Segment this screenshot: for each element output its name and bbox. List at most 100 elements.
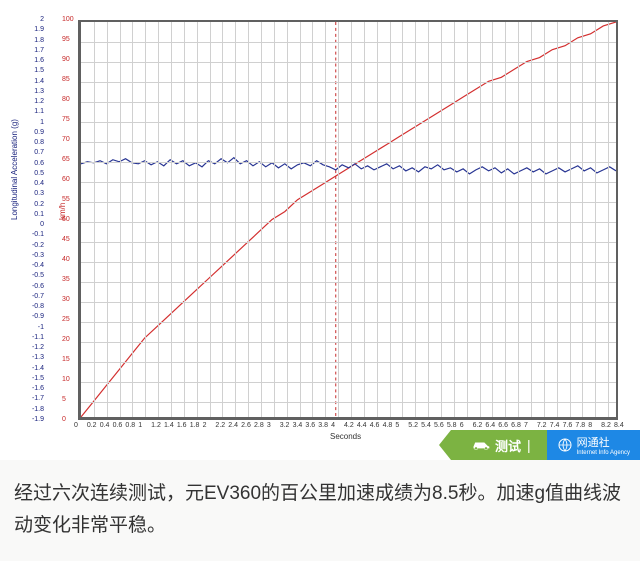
x-tick-label: 6.8 bbox=[511, 422, 521, 429]
y-left-tick-label: 0.2 bbox=[24, 201, 44, 208]
y-left-tick-label: 0.4 bbox=[24, 180, 44, 187]
gridline-v bbox=[428, 22, 429, 417]
y-left-tick-label: 1.8 bbox=[24, 37, 44, 44]
y-left-tick-label: -0.8 bbox=[24, 303, 44, 310]
x-tick-label: 2.6 bbox=[241, 422, 251, 429]
badge-blue-text: 网通社 bbox=[577, 434, 630, 450]
y-left-tick-label: -1.8 bbox=[24, 406, 44, 413]
x-tick-label: 5.6 bbox=[434, 422, 444, 429]
gridline-h bbox=[81, 102, 616, 103]
gridline-v bbox=[415, 22, 416, 417]
gridline-v bbox=[505, 22, 506, 417]
gridline-v bbox=[608, 22, 609, 417]
y-left-tick-label: -1.9 bbox=[24, 416, 44, 423]
x-tick-label: 3.6 bbox=[305, 422, 315, 429]
gridline-v bbox=[351, 22, 352, 417]
y-left-tick-label: -1.4 bbox=[24, 365, 44, 372]
gridline-v bbox=[518, 22, 519, 417]
y-right-tick-label: 20 bbox=[62, 336, 70, 343]
y-right-tick-label: 25 bbox=[62, 316, 70, 323]
y-left-tick-label: 1.2 bbox=[24, 98, 44, 105]
x-tick-label: 8.2 bbox=[601, 422, 611, 429]
y-left-tick-label: -1.1 bbox=[24, 334, 44, 341]
gridline-v bbox=[184, 22, 185, 417]
x-tick-label: 0.6 bbox=[113, 422, 123, 429]
y-left-axis-title: Longitudinal Acceleration (g) bbox=[10, 119, 19, 220]
y-left-tick-label: 1.4 bbox=[24, 78, 44, 85]
caption-text: 经过六次连续测试，元EV360的百公里加速成绩为8.5秒。加速g值曲线波动变化非… bbox=[14, 478, 626, 543]
x-tick-label: 3.8 bbox=[318, 422, 328, 429]
y-left-tick-label: 1.1 bbox=[24, 108, 44, 115]
y-left-tick-label: 0.7 bbox=[24, 149, 44, 156]
gridline-v bbox=[107, 22, 108, 417]
x-tick-label: 6.2 bbox=[473, 422, 483, 429]
gridline-h bbox=[81, 142, 616, 143]
x-axis-title: Seconds bbox=[330, 432, 361, 441]
gridline-h bbox=[81, 202, 616, 203]
gridline-v bbox=[595, 22, 596, 417]
y-left-tick-label: -1.7 bbox=[24, 395, 44, 402]
gridline-v bbox=[132, 22, 133, 417]
x-tick-label: 3.2 bbox=[280, 422, 290, 429]
x-tick-label: 1.8 bbox=[190, 422, 200, 429]
y-left-tick-label: 1.6 bbox=[24, 57, 44, 64]
caption-container: 经过六次连续测试，元EV360的百公里加速成绩为8.5秒。加速g值曲线波动变化非… bbox=[0, 460, 640, 561]
y-left-tick-label: -0.9 bbox=[24, 313, 44, 320]
y-right-tick-label: 95 bbox=[62, 36, 70, 43]
gridline-h bbox=[81, 342, 616, 343]
x-tick-label: 2.4 bbox=[228, 422, 238, 429]
x-tick-label: 2.8 bbox=[254, 422, 264, 429]
y-right-tick-label: 15 bbox=[62, 356, 70, 363]
gridline-h bbox=[81, 322, 616, 323]
gridline-v bbox=[390, 22, 391, 417]
x-tick-label: 6 bbox=[460, 422, 464, 429]
x-tick-label: 0.2 bbox=[87, 422, 97, 429]
gridline-v bbox=[531, 22, 532, 417]
gridline-v bbox=[402, 22, 403, 417]
series-accel bbox=[81, 158, 616, 174]
y-left-tick-label: 2 bbox=[24, 16, 44, 23]
x-tick-label: 3.4 bbox=[293, 422, 303, 429]
gridline-v bbox=[492, 22, 493, 417]
gridline-v bbox=[248, 22, 249, 417]
y-left-tick-label: 0.3 bbox=[24, 190, 44, 197]
y-left-tick-label: 1 bbox=[24, 119, 44, 126]
x-tick-label: 5.2 bbox=[408, 422, 418, 429]
y-left-tick-label: -1.6 bbox=[24, 385, 44, 392]
gridline-v bbox=[261, 22, 262, 417]
gridline-v bbox=[158, 22, 159, 417]
y-left-tick-label: -1.2 bbox=[24, 344, 44, 351]
gridline-v bbox=[94, 22, 95, 417]
gridline-h bbox=[81, 222, 616, 223]
gridline-v bbox=[235, 22, 236, 417]
y-right-tick-label: 40 bbox=[62, 256, 70, 263]
gridline-h bbox=[81, 162, 616, 163]
gridline-v bbox=[325, 22, 326, 417]
gridline-v bbox=[287, 22, 288, 417]
gridline-v bbox=[274, 22, 275, 417]
gridline-h bbox=[81, 402, 616, 403]
y-left-tick-label: 0.6 bbox=[24, 160, 44, 167]
y-left-tick-label: 0 bbox=[24, 221, 44, 228]
x-tick-label: 7 bbox=[524, 422, 528, 429]
x-tick-label: 8 bbox=[588, 422, 592, 429]
globe-icon bbox=[557, 437, 573, 453]
x-tick-label: 0 bbox=[74, 422, 78, 429]
gridline-v bbox=[454, 22, 455, 417]
x-tick-label: 7.2 bbox=[537, 422, 547, 429]
badge-green: 测试 | bbox=[451, 430, 547, 460]
x-tick-label: 5 bbox=[395, 422, 399, 429]
watermark-badge: 测试 | 网通社 Internet Info Agency bbox=[451, 430, 640, 460]
gridline-v bbox=[544, 22, 545, 417]
x-tick-label: 2 bbox=[203, 422, 207, 429]
y-right-tick-label: 90 bbox=[62, 56, 70, 63]
y-left-tick-label: -0.7 bbox=[24, 293, 44, 300]
y-right-tick-label: 75 bbox=[62, 116, 70, 123]
y-left-tick-label: -0.4 bbox=[24, 262, 44, 269]
car-icon bbox=[471, 439, 491, 451]
y-right-tick-label: 65 bbox=[62, 156, 70, 163]
y-left-tick-label: -1.3 bbox=[24, 354, 44, 361]
gridline-v bbox=[222, 22, 223, 417]
y-right-tick-label: 30 bbox=[62, 296, 70, 303]
y-left-tick-label: -0.5 bbox=[24, 272, 44, 279]
